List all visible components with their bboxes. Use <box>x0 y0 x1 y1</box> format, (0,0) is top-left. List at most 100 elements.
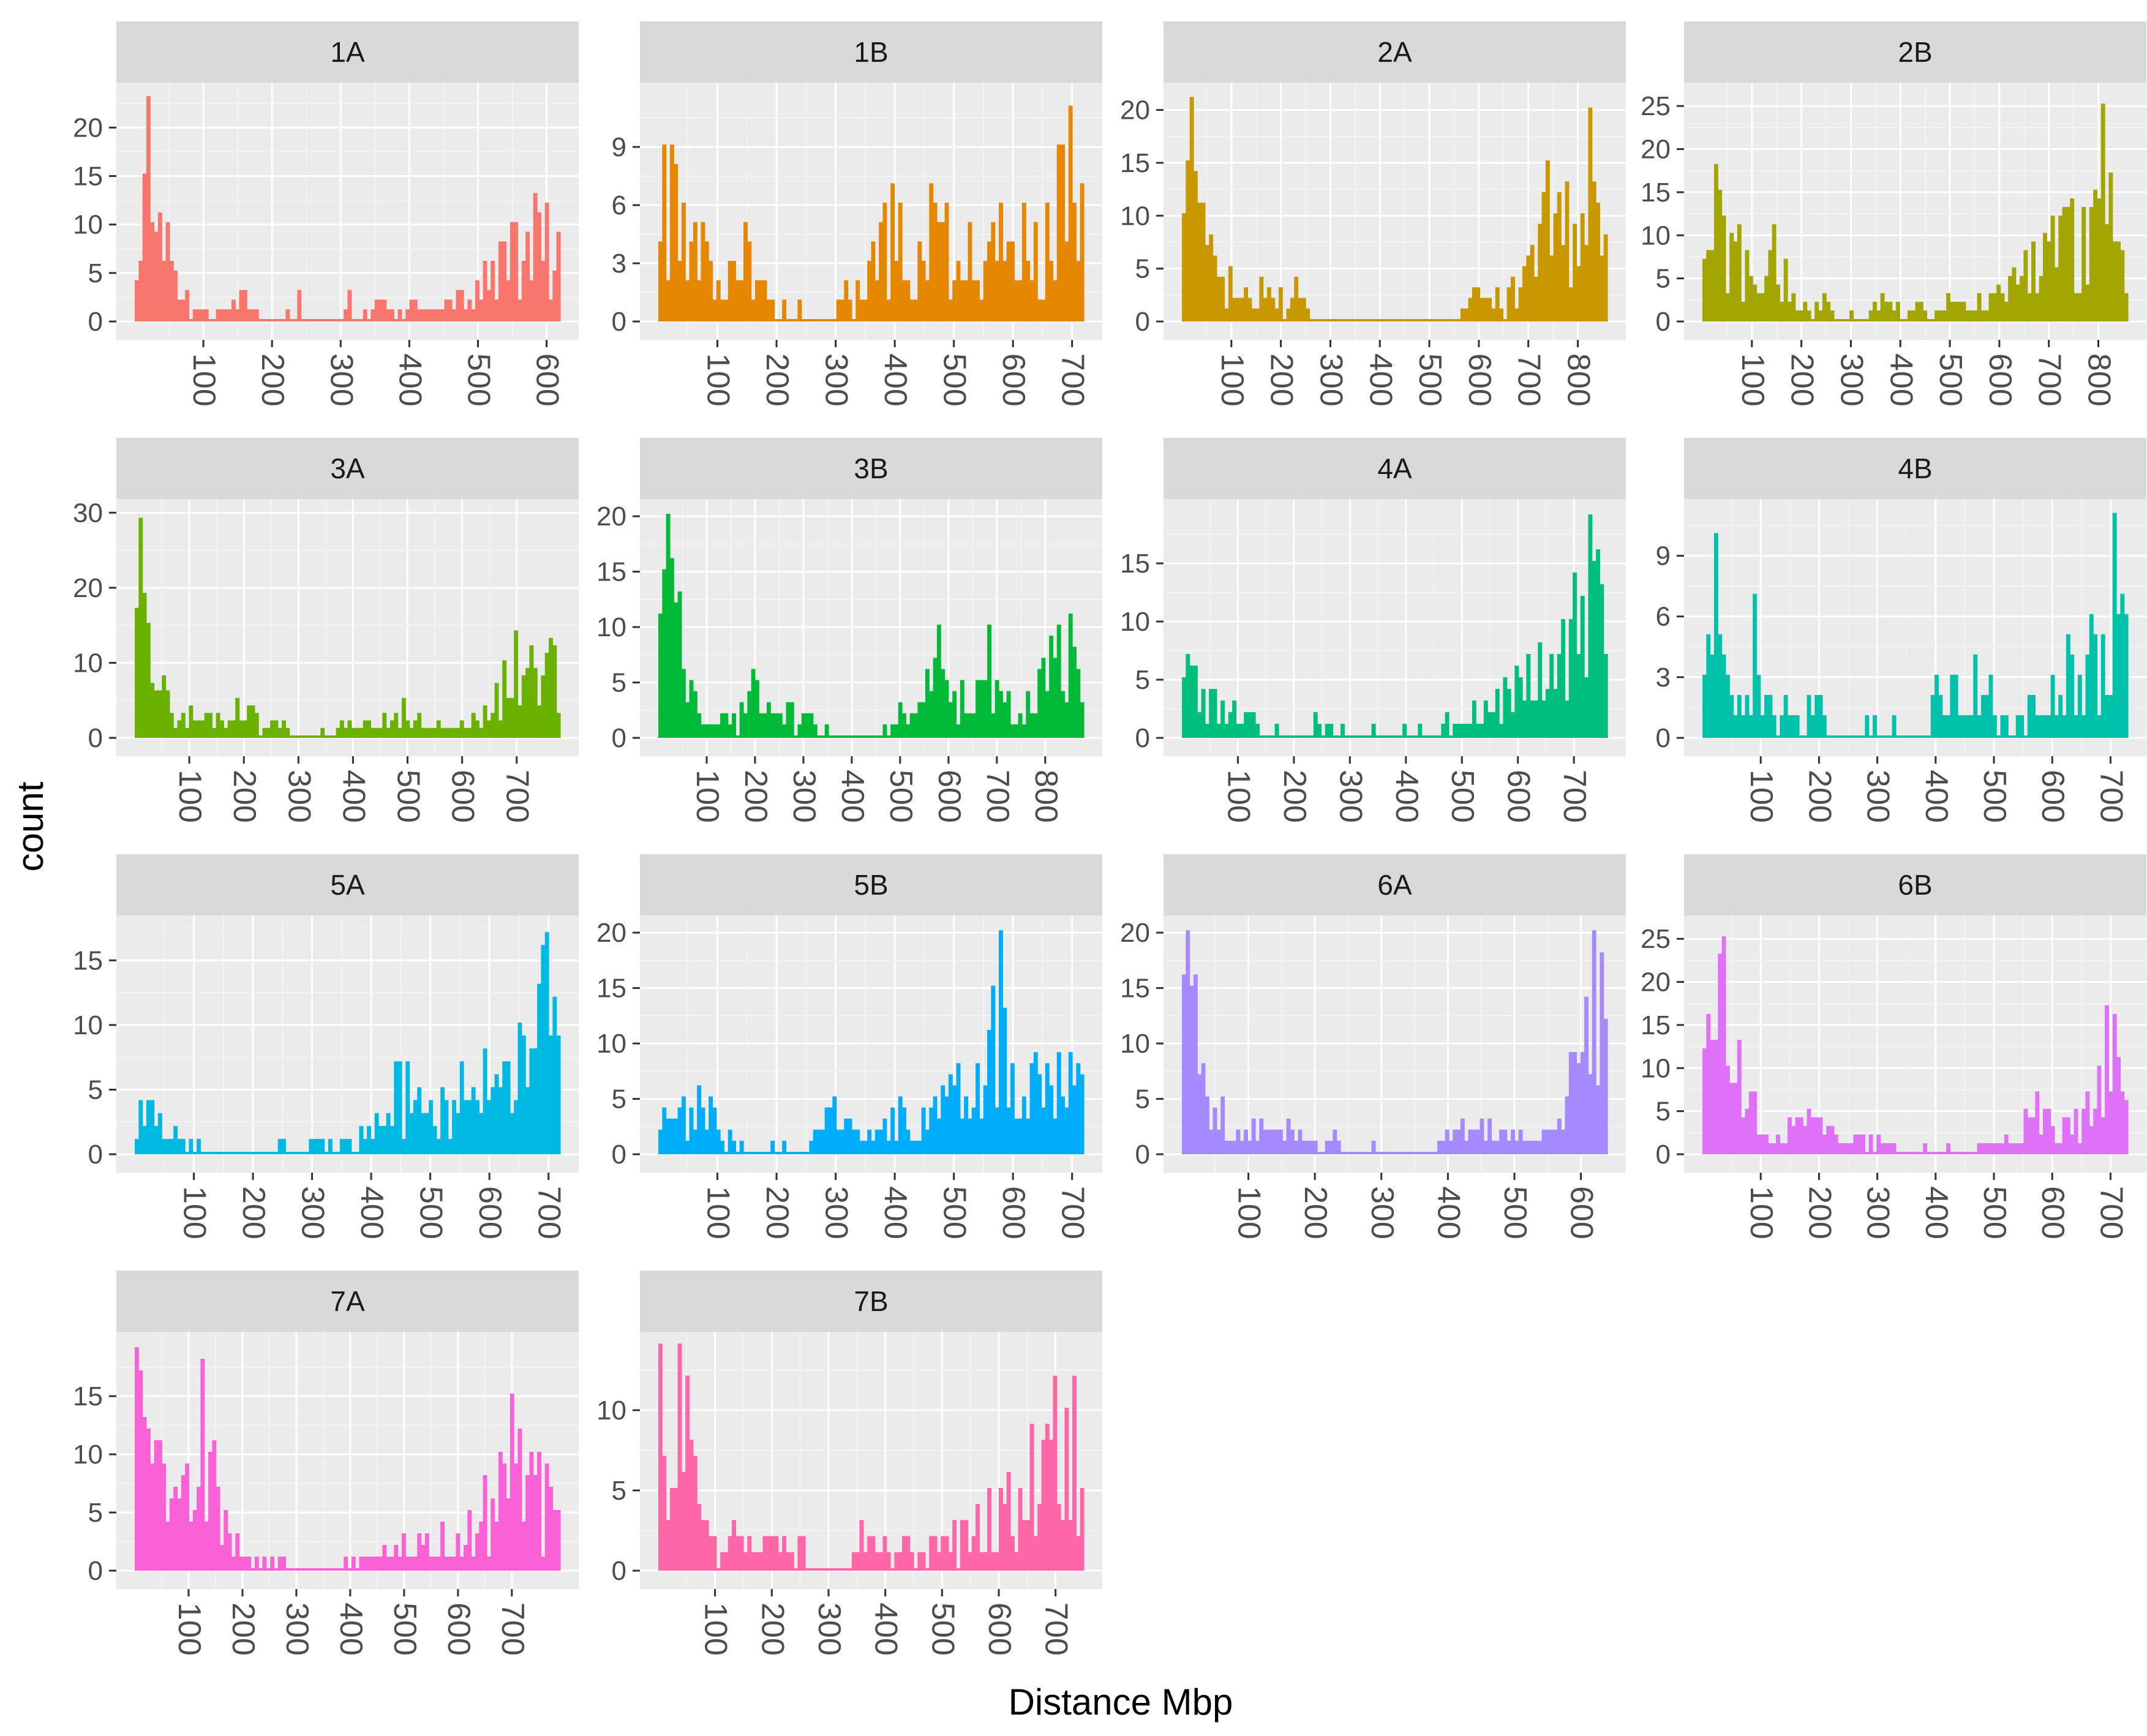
histogram-bar <box>774 319 779 321</box>
histogram-bar <box>1321 319 1326 321</box>
histogram-bar <box>525 1087 530 1154</box>
histogram-bar <box>517 1429 522 1571</box>
histogram-bar <box>1018 1487 1023 1571</box>
x-tick-label: 300 <box>1364 1186 1400 1239</box>
histogram-bar <box>1969 1152 1974 1154</box>
histogram-bar <box>135 1138 139 1154</box>
histogram-bar <box>1514 308 1519 321</box>
histogram-bar <box>829 1568 833 1571</box>
histogram-bar <box>921 702 926 738</box>
histogram-bar <box>347 1138 352 1154</box>
histogram-bar <box>521 261 526 321</box>
histogram-bar <box>1429 319 1434 321</box>
histogram-bar <box>925 1129 930 1154</box>
histogram-bar <box>964 1096 969 1154</box>
histogram-bar <box>355 1152 360 1154</box>
histogram-bar <box>529 280 534 321</box>
y-tick-label: 20 <box>1641 135 1671 165</box>
histogram-bar <box>1849 735 1854 738</box>
histogram-bar <box>235 309 240 321</box>
histogram-bar <box>374 1557 379 1571</box>
histogram-bar <box>351 319 356 321</box>
histogram-bar <box>1421 319 1426 321</box>
histogram-bar <box>1406 735 1411 738</box>
histogram-bar <box>1810 715 1815 738</box>
histogram-bar <box>933 203 938 321</box>
histogram-bar <box>1236 298 1241 321</box>
histogram-bar <box>968 1118 972 1154</box>
histogram-bar <box>697 1085 702 1154</box>
histogram-bar <box>669 145 674 321</box>
histogram-bar <box>1702 258 1707 321</box>
histogram-bar <box>189 1138 194 1154</box>
y-tick-label: 5 <box>612 668 626 698</box>
histogram-bar <box>1573 573 1577 738</box>
histogram-bar <box>871 1536 876 1571</box>
histogram-bar <box>786 1152 791 1154</box>
histogram-bar <box>200 1152 205 1154</box>
histogram-bar <box>762 280 767 321</box>
histogram-bar <box>328 735 333 738</box>
histogram-bar <box>1072 1085 1077 1154</box>
histogram-bar <box>328 1138 333 1154</box>
histogram-bar <box>1045 1063 1050 1154</box>
histogram-bar <box>1791 293 1796 321</box>
histogram-bar <box>1565 1096 1570 1154</box>
histogram-bar <box>1873 1152 1877 1154</box>
histogram-bar <box>1045 1424 1050 1571</box>
histogram-bar <box>1965 715 1970 738</box>
histogram-bar <box>1029 713 1034 738</box>
histogram-bar <box>2070 654 2075 738</box>
y-tick-label: 10 <box>73 1440 103 1470</box>
histogram-bar <box>2000 715 2005 738</box>
histogram-bar <box>983 1552 988 1571</box>
x-tick-label: 700 <box>532 1186 567 1239</box>
y-tick-label: 20 <box>73 113 103 143</box>
facet-strip-4a <box>1164 438 1626 499</box>
histogram-bar <box>282 1138 287 1154</box>
histogram-bar <box>2023 1108 2028 1154</box>
histogram-bar <box>836 299 841 321</box>
histogram-bar <box>355 1568 360 1571</box>
histogram-bar <box>424 1113 429 1154</box>
histogram-bar <box>471 1087 476 1154</box>
x-tick-label: 600 <box>2035 1186 2070 1239</box>
histogram-bar <box>1189 985 1194 1154</box>
histogram-bar <box>1026 691 1031 738</box>
bars-6a <box>1182 930 1608 1154</box>
histogram-bar <box>677 261 682 321</box>
x-tick-label: 600 <box>996 353 1031 407</box>
histogram-bar <box>1487 298 1492 321</box>
histogram-bar <box>1267 735 1271 738</box>
histogram-bar <box>297 1568 302 1571</box>
histogram-bar <box>2077 1143 2082 1154</box>
histogram-bar <box>1386 735 1391 738</box>
histogram-bar <box>1352 1152 1356 1154</box>
histogram-bar <box>1942 715 1947 738</box>
histogram-bar <box>549 1035 553 1154</box>
histogram-bar <box>1760 1134 1765 1154</box>
histogram-bar <box>224 727 228 738</box>
histogram-bar <box>1799 310 1803 321</box>
histogram-bar <box>1379 1152 1384 1154</box>
y-tick-label: 0 <box>88 1140 103 1170</box>
histogram-bar <box>289 1568 294 1571</box>
histogram-bar <box>662 1107 667 1154</box>
histogram-bar <box>509 697 514 738</box>
histogram-bar <box>1244 1129 1249 1154</box>
histogram-bar <box>502 241 507 321</box>
histogram-bar <box>486 290 491 321</box>
histogram-bar <box>1884 1143 1889 1154</box>
histogram-bar <box>332 735 337 738</box>
histogram-bar <box>1251 1118 1256 1154</box>
histogram-bar <box>274 1152 279 1154</box>
histogram-bar <box>1344 1152 1349 1154</box>
histogram-bar <box>2116 241 2121 321</box>
histogram-bar <box>305 735 309 738</box>
histogram-bar <box>735 1536 740 1571</box>
histogram-bar <box>1592 561 1596 738</box>
histogram-bar <box>1935 1152 1939 1154</box>
histogram-bar <box>770 1140 775 1154</box>
histogram-bar <box>1053 658 1058 738</box>
